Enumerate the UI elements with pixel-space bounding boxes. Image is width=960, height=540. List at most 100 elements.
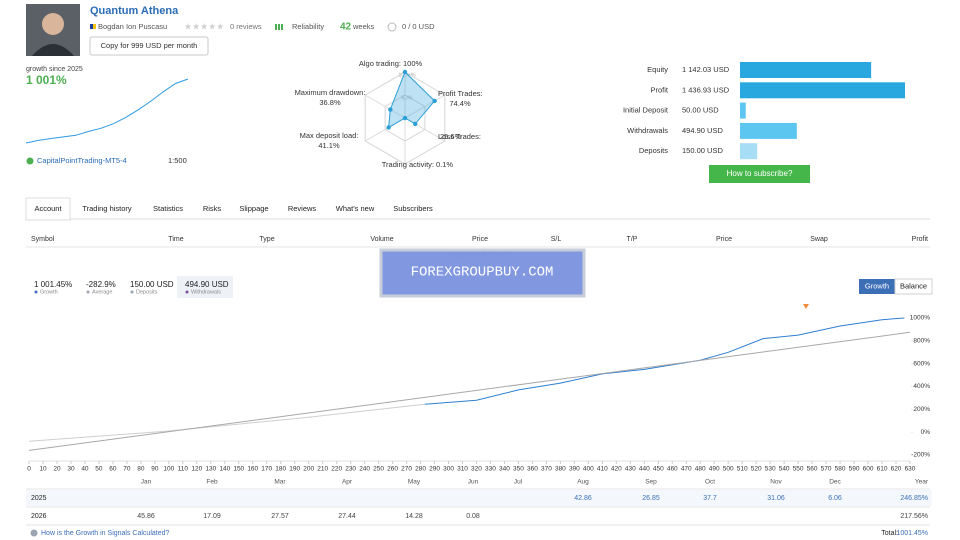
radar-label: Maximum drawdown: <box>295 88 366 97</box>
radar-label: Loss Trades: <box>438 132 481 141</box>
reliability: Reliability <box>292 22 324 31</box>
flag <box>90 24 93 29</box>
x-tick-label: 160 <box>247 466 258 473</box>
column-header: Profit <box>912 236 928 243</box>
tab: What's new <box>336 204 375 213</box>
radar-spoke <box>404 94 446 119</box>
stat-dot <box>34 290 38 294</box>
y-tick-label: 400% <box>913 383 930 390</box>
bar <box>740 143 758 160</box>
x-tick-label: 310 <box>457 466 468 473</box>
bar-value: 1 436.93 USD <box>682 85 730 94</box>
growth-button[interactable] <box>859 279 895 294</box>
reliability-icon <box>278 24 280 30</box>
x-tick-label: 570 <box>821 466 832 473</box>
month-header: Feb <box>206 479 218 486</box>
check-icon <box>26 157 34 165</box>
weeks: 42 <box>340 22 352 33</box>
radar-point <box>388 107 393 112</box>
stat-dot <box>130 290 134 294</box>
column-header: S/L <box>551 236 562 243</box>
title: Quantum Athena <box>90 5 179 17</box>
total-label: Total: <box>881 530 898 537</box>
x-tick-label: 250 <box>373 466 384 473</box>
month-header: Mar <box>274 479 286 486</box>
stat-value: 150.00 USD <box>130 280 174 289</box>
author: Bogdan Ion Puscasu <box>98 22 167 31</box>
month-header: Apr <box>342 479 353 486</box>
watermark: FOREXGROUPBUY.COM <box>411 265 554 281</box>
radar-ring-label: 100+% <box>398 72 415 78</box>
series-line <box>28 331 911 451</box>
x-tick-label: 290 <box>429 466 440 473</box>
x-tick-label: 600 <box>863 466 874 473</box>
bar-value: 1 142.03 USD <box>682 65 730 74</box>
tab: Statistics <box>153 204 183 213</box>
tab: Risks <box>203 204 222 213</box>
column-header: Type <box>259 236 274 243</box>
x-tick-label: 170 <box>261 466 272 473</box>
copy-button[interactable] <box>89 36 209 56</box>
x-tick-label: 110 <box>178 466 189 473</box>
month-value: 37.7 <box>703 495 717 502</box>
x-tick-label: 470 <box>681 466 692 473</box>
x-tick-label: 120 <box>191 466 202 473</box>
x-tick-label: 330 <box>485 466 496 473</box>
stat-label: Withdrawals <box>191 289 221 295</box>
x-tick-label: 240 <box>359 466 370 473</box>
x-tick-label: 260 <box>387 466 398 473</box>
watermark-box <box>379 248 586 298</box>
bar-value: 50.00 USD <box>682 106 719 115</box>
bar <box>740 62 872 78</box>
x-tick-label: 100 <box>163 466 174 473</box>
x-tick-label: 40 <box>81 466 89 473</box>
x-tick-label: 20 <box>53 466 61 473</box>
month-header: Year <box>915 479 929 486</box>
x-tick-label: 220 <box>331 466 342 473</box>
radar-value: 100% <box>403 59 423 68</box>
stat-dot <box>86 290 90 294</box>
x-tick-label: 210 <box>317 466 328 473</box>
column-header: Price <box>716 236 732 243</box>
x-tick-label: 430 <box>625 466 636 473</box>
y-tick-label: 800% <box>913 338 930 345</box>
x-tick-label: 10 <box>39 466 47 473</box>
month-header: Aug <box>577 479 589 486</box>
funds: 0 / 0 USD <box>402 22 435 31</box>
radar-value: 74.4% <box>449 99 471 108</box>
total-value: 1001.45% <box>896 530 928 537</box>
x-tick-label: 410 <box>597 466 608 473</box>
radar-point <box>402 69 408 75</box>
month-value: 6.06 <box>828 495 842 502</box>
radar-point <box>432 98 437 104</box>
active-tab[interactable] <box>25 197 71 221</box>
balance-button[interactable] <box>894 278 933 295</box>
help-link[interactable]: How is the Growth in Signals Calculated? <box>41 530 170 537</box>
tab: Reviews <box>288 204 317 213</box>
stars: ★★★★★ <box>184 21 224 31</box>
month-value: 14.28 <box>405 513 423 520</box>
stat-value: 1 001.45% <box>34 280 72 289</box>
radar-point <box>412 121 418 127</box>
radar-point <box>402 115 408 121</box>
radar-value: 0.1% <box>436 160 453 169</box>
tab: Account <box>34 204 62 213</box>
x-tick-label: 440 <box>639 466 650 473</box>
radar-label: Profit Trades: <box>438 89 483 98</box>
x-tick-label: 540 <box>779 466 790 473</box>
radar-label: Algo trading: <box>359 59 401 68</box>
x-tick-label: 50 <box>95 466 103 473</box>
month-value: 246.85% <box>900 495 928 502</box>
x-tick-label: 150 <box>233 466 244 473</box>
month-value: 17.09 <box>203 513 221 520</box>
bar-label: Profit <box>650 85 668 94</box>
row-band <box>26 490 932 506</box>
bar-label: Withdrawals <box>627 126 668 135</box>
month-header: Sep <box>645 479 657 486</box>
x-tick-label: 520 <box>751 466 762 473</box>
tab: Subscribers <box>393 204 433 213</box>
x-tick-label: 500 <box>723 466 734 473</box>
subscribe-button[interactable] <box>709 165 810 183</box>
